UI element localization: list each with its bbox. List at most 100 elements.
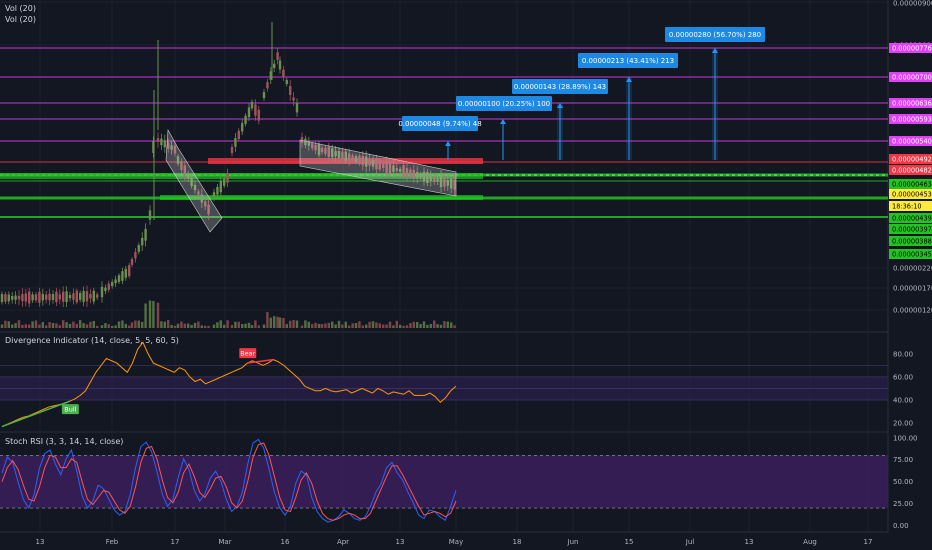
candle-body[interactable]	[311, 143, 314, 149]
candle-body[interactable]	[24, 293, 27, 302]
candle-body[interactable]	[85, 291, 89, 302]
candle-body[interactable]	[351, 155, 354, 161]
candle-body[interactable]	[117, 275, 121, 283]
candle-body[interactable]	[416, 171, 419, 178]
candle-body[interactable]	[426, 172, 429, 184]
candle-body[interactable]	[111, 281, 114, 287]
candle-body[interactable]	[331, 148, 334, 158]
candle-body[interactable]	[134, 252, 137, 259]
candle-body[interactable]	[368, 159, 371, 166]
candle-body[interactable]	[385, 160, 388, 173]
support-zone[interactable]	[0, 173, 483, 179]
candle-body[interactable]	[45, 294, 48, 300]
candle-body[interactable]	[348, 153, 351, 161]
candle-body[interactable]	[324, 147, 327, 154]
candle-body[interactable]	[144, 228, 147, 241]
candle-body[interactable]	[193, 184, 197, 191]
candle-body[interactable]	[31, 294, 34, 301]
candle-body[interactable]	[300, 137, 304, 143]
candle-body[interactable]	[273, 63, 276, 69]
price-level-badge[interactable]	[889, 72, 932, 82]
price-level-badge[interactable]	[889, 213, 932, 223]
candle-body[interactable]	[244, 115, 247, 124]
stoch-d-line[interactable]	[1, 442, 457, 521]
candle-body[interactable]	[285, 80, 288, 84]
descending-channel[interactable]	[299, 139, 457, 197]
target-label-box[interactable]	[512, 79, 608, 94]
candle-body[interactable]	[262, 91, 266, 99]
price-level-badge[interactable]	[889, 201, 932, 211]
candle-body[interactable]	[314, 144, 317, 151]
candle-body[interactable]	[337, 150, 341, 158]
candle-body[interactable]	[419, 174, 422, 178]
candle-body[interactable]	[392, 165, 395, 172]
candle-body[interactable]	[402, 165, 405, 178]
price-level-badge[interactable]	[889, 249, 932, 259]
candle-body[interactable]	[375, 159, 378, 170]
candle-body[interactable]	[14, 295, 17, 300]
candle-body[interactable]	[75, 290, 78, 303]
bull-badge[interactable]	[61, 404, 79, 415]
price-level-badge[interactable]	[889, 98, 932, 108]
candle-body[interactable]	[453, 179, 456, 190]
divergence-pane[interactable]: 80.00 60.00 40.00 20.00 Bull Bear	[0, 341, 913, 428]
candle-body[interactable]	[433, 176, 436, 182]
candle-body[interactable]	[68, 295, 72, 299]
candle-body[interactable]	[163, 140, 166, 148]
price-level-badge[interactable]	[889, 154, 932, 164]
candle-body[interactable]	[371, 159, 375, 167]
candle-body[interactable]	[114, 279, 117, 284]
time-axis[interactable]: 13 Feb 17 Mar 16 Apr 13 May 18 Jun 15 Jul 13 Aug 17	[36, 538, 873, 546]
candle-body[interactable]	[382, 164, 385, 168]
candle-body[interactable]	[276, 52, 279, 60]
candle-body[interactable]	[334, 150, 337, 157]
candle-body[interactable]	[223, 178, 226, 186]
candle-body[interactable]	[237, 130, 240, 140]
candle-body[interactable]	[28, 291, 31, 304]
bear-badge[interactable]	[239, 348, 257, 359]
candle-body[interactable]	[38, 291, 41, 303]
candle-body[interactable]	[100, 286, 104, 298]
candle-body[interactable]	[65, 291, 68, 303]
candle-body[interactable]	[216, 187, 219, 195]
price-axis[interactable]: 0.000009000.000008000.000002200.00000170…	[889, 0, 932, 315]
candle-body[interactable]	[130, 259, 134, 265]
divergence-line[interactable]	[1, 341, 457, 427]
candle-body[interactable]	[439, 175, 443, 188]
candle-body[interactable]	[72, 293, 75, 300]
candle-body[interactable]	[55, 291, 58, 303]
candle-body[interactable]	[96, 294, 99, 298]
candle-body[interactable]	[344, 151, 347, 161]
candle-body[interactable]	[405, 168, 409, 177]
candle-body[interactable]	[34, 294, 38, 301]
candle-body[interactable]	[156, 138, 160, 142]
divergence-legend[interactable]: Divergence Indicator (14, close, 5, 5, 6…	[5, 336, 179, 345]
candle-body[interactable]	[141, 237, 144, 246]
stoch-k-line[interactable]	[1, 438, 457, 523]
vol-legend-1[interactable]: Vol (20)	[5, 4, 36, 13]
candle-body[interactable]	[234, 138, 237, 147]
candle-body[interactable]	[399, 168, 402, 172]
candle-body[interactable]	[92, 290, 95, 302]
price-level-badge[interactable]	[889, 236, 932, 246]
candle-body[interactable]	[104, 287, 107, 292]
candle-body[interactable]	[254, 104, 257, 116]
candle-body[interactable]	[176, 156, 180, 164]
price-level-badge[interactable]	[889, 165, 932, 175]
price-pane[interactable]: 0.00000048 (9.74%) 48 0.00000100 (20.25%)…	[0, 22, 888, 328]
candle-body[interactable]	[388, 161, 392, 174]
candle-body[interactable]	[107, 283, 110, 290]
stoch-legend[interactable]: Stoch RSI (3, 3, 14, 14, close)	[5, 437, 124, 446]
candle-body[interactable]	[207, 204, 210, 215]
candle-body[interactable]	[241, 123, 244, 132]
candle-body[interactable]	[412, 169, 415, 179]
candle-body[interactable]	[436, 178, 439, 182]
candle-body[interactable]	[361, 156, 364, 166]
candle-body[interactable]	[395, 167, 398, 172]
candle-body[interactable]	[378, 160, 381, 170]
candle-body[interactable]	[429, 175, 432, 182]
candle-body[interactable]	[365, 156, 368, 167]
candle-body[interactable]	[269, 71, 272, 80]
target-label-box[interactable]	[456, 96, 552, 111]
candle-body[interactable]	[282, 69, 285, 78]
